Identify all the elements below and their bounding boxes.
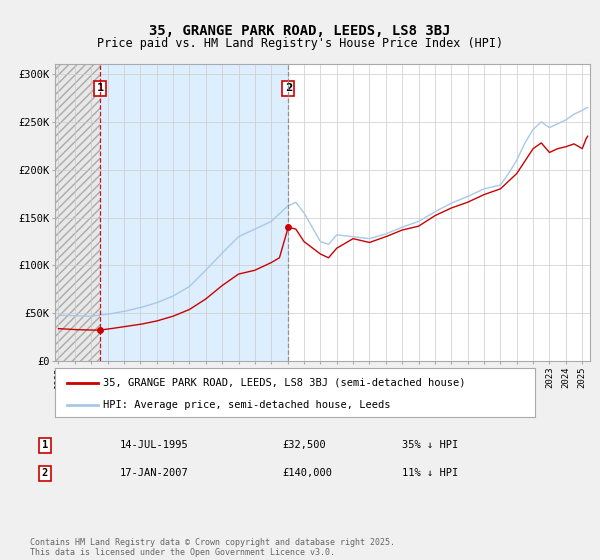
Text: 35, GRANGE PARK ROAD, LEEDS, LS8 3BJ (semi-detached house): 35, GRANGE PARK ROAD, LEEDS, LS8 3BJ (se… (103, 377, 466, 388)
Text: 14-JUL-1995: 14-JUL-1995 (120, 440, 189, 450)
Text: 11% ↓ HPI: 11% ↓ HPI (402, 468, 458, 478)
Text: 35, GRANGE PARK ROAD, LEEDS, LS8 3BJ: 35, GRANGE PARK ROAD, LEEDS, LS8 3BJ (149, 24, 451, 38)
Text: £32,500: £32,500 (282, 440, 326, 450)
Text: 2: 2 (284, 83, 292, 94)
Text: 17-JAN-2007: 17-JAN-2007 (120, 468, 189, 478)
Text: 35% ↓ HPI: 35% ↓ HPI (402, 440, 458, 450)
Text: £140,000: £140,000 (282, 468, 332, 478)
Text: 1: 1 (42, 440, 48, 450)
Text: Contains HM Land Registry data © Crown copyright and database right 2025.
This d: Contains HM Land Registry data © Crown c… (30, 538, 395, 557)
Text: 2: 2 (42, 468, 48, 478)
Bar (55, 64, 100, 361)
Text: HPI: Average price, semi-detached house, Leeds: HPI: Average price, semi-detached house,… (103, 400, 391, 410)
Bar (100, 64, 288, 361)
Text: 1: 1 (97, 83, 104, 94)
Text: Price paid vs. HM Land Registry's House Price Index (HPI): Price paid vs. HM Land Registry's House … (97, 37, 503, 50)
